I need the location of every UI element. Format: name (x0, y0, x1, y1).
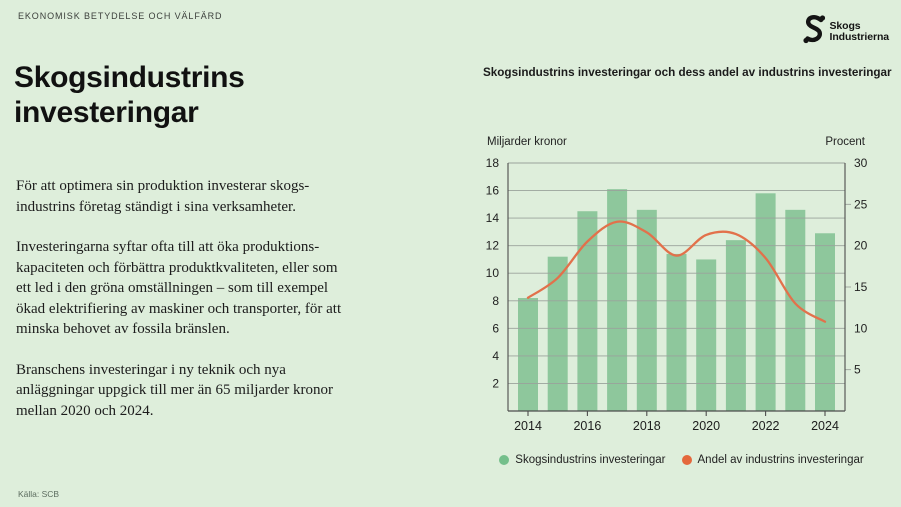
left-axis-label: Miljarder kronor (487, 136, 567, 148)
legend-label-bars: Skogsindustrins investeringar (515, 454, 666, 466)
bar-2020 (696, 259, 717, 411)
legend-item-bars: Skogsindustrins investeringar (499, 454, 666, 466)
paragraph-3: Branschens investeringar i ny teknik och… (16, 361, 333, 419)
page-title: Skogsindustrins investeringar (14, 61, 245, 129)
svg-text:30: 30 (854, 156, 868, 170)
paragraph-1: För att optimera sin produktion invester… (16, 178, 310, 215)
svg-text:10: 10 (854, 321, 868, 335)
svg-text:15: 15 (854, 280, 868, 294)
svg-text:2014: 2014 (514, 419, 542, 433)
logo-s-leaf-icon (801, 13, 827, 50)
svg-text:14: 14 (486, 211, 500, 225)
percent-line (526, 220, 827, 323)
legend-item-line: Andel av industrins investeringar (681, 454, 864, 466)
bar-2023 (785, 209, 806, 411)
chart-title: Skogsindustrins investeringar och dess a… (483, 66, 892, 79)
svg-text:2022: 2022 (752, 419, 780, 433)
right-axis-label: Procent (825, 136, 865, 148)
chart-svg: 2 4 6 8 10 12 14 16 18 5 10 15 20 25 30 2014 2016 2018 202… (486, 136, 868, 433)
paragraph-2: Investeringarna syftar ofta till att öka… (16, 239, 342, 337)
svg-text:8: 8 (492, 294, 499, 308)
svg-text:5: 5 (854, 363, 861, 377)
chart: 2 4 6 8 10 12 14 16 18 5 10 15 20 25 30 2014 2016 2018 202… (470, 130, 901, 450)
svg-text:25: 25 (854, 197, 868, 211)
svg-text:20: 20 (854, 239, 868, 253)
bar-2018 (636, 209, 657, 411)
svg-text:10: 10 (486, 266, 500, 280)
bar-2014 (518, 298, 538, 411)
svg-text:2020: 2020 (692, 419, 720, 433)
legend-label-line: Andel av industrins investeringar (697, 454, 864, 466)
eyebrow-label: EKONOMISK BETYDELSE OCH VÄLFÄRD (18, 11, 223, 21)
svg-text:2016: 2016 (573, 419, 601, 433)
bar-2016 (577, 211, 598, 411)
svg-text:2024: 2024 (811, 419, 839, 433)
svg-text:12: 12 (486, 239, 500, 253)
chart-legend: Skogsindustrins investeringar Andel av i… (462, 454, 901, 466)
bar-2019 (666, 253, 687, 411)
legend-dot-orange-icon (681, 455, 692, 465)
svg-text:6: 6 (492, 321, 499, 335)
body-copy: För att optimera sin produktion invester… (16, 176, 466, 441)
svg-text:4: 4 (492, 349, 499, 363)
svg-text:18: 18 (486, 156, 500, 170)
source-note: Källa: SCB (18, 489, 60, 499)
company-logo: Skogs Industrierna (801, 13, 889, 50)
svg-text:16: 16 (486, 184, 500, 198)
bar-2021 (725, 240, 746, 411)
bar-2015 (547, 256, 568, 411)
svg-text:2018: 2018 (633, 419, 661, 433)
svg-text:2: 2 (492, 376, 499, 390)
logo-wordmark: Skogs Industrierna (829, 20, 890, 43)
legend-dot-green-icon (499, 455, 510, 465)
bar-2022 (755, 193, 776, 411)
